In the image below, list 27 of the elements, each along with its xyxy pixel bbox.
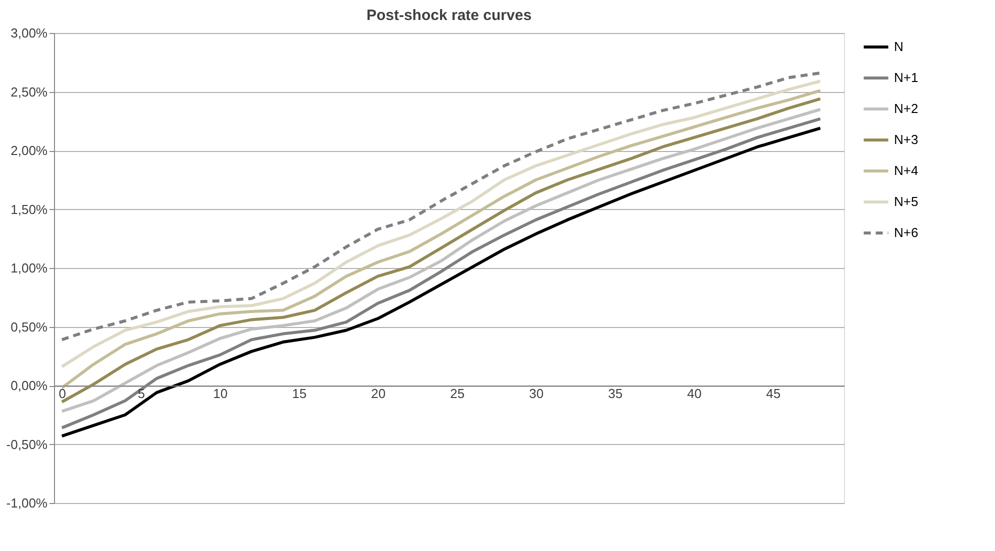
y-tick-label: 2,00% <box>10 143 48 158</box>
x-tick-label: 40 <box>687 386 702 401</box>
y-tick-label: 1,50% <box>10 202 48 217</box>
y-tick-label: 0,50% <box>10 319 48 334</box>
legend-label: N+6 <box>894 225 918 240</box>
y-tick-label: 1,00% <box>10 260 48 276</box>
legend-label: N <box>894 39 904 54</box>
y-tick-label: -0,50% <box>6 436 48 452</box>
legend-label: N+4 <box>894 163 918 178</box>
legend-label: N+3 <box>894 132 918 147</box>
legend-label: N+2 <box>894 101 918 116</box>
x-tick-label: 5 <box>138 386 146 401</box>
x-tick-label: 45 <box>766 386 781 401</box>
x-tick-label: 20 <box>371 386 386 401</box>
y-tick-label: 3,00% <box>10 26 48 40</box>
legend-label: N+5 <box>894 194 918 209</box>
x-tick-label: 10 <box>213 386 228 401</box>
y-tick-label: 2,50% <box>10 84 48 100</box>
y-tick-label: 0,00% <box>10 378 48 393</box>
legend-label: N+1 <box>894 70 918 85</box>
chart-title: Post-shock rate curves <box>366 7 532 24</box>
x-tick-label: 15 <box>292 386 307 401</box>
x-tick-label: 30 <box>529 386 544 401</box>
x-tick-label: 35 <box>608 386 623 401</box>
y-tick-label: -1,00% <box>6 496 48 510</box>
x-tick-label: 0 <box>58 386 66 401</box>
x-tick-label: 25 <box>450 386 465 401</box>
